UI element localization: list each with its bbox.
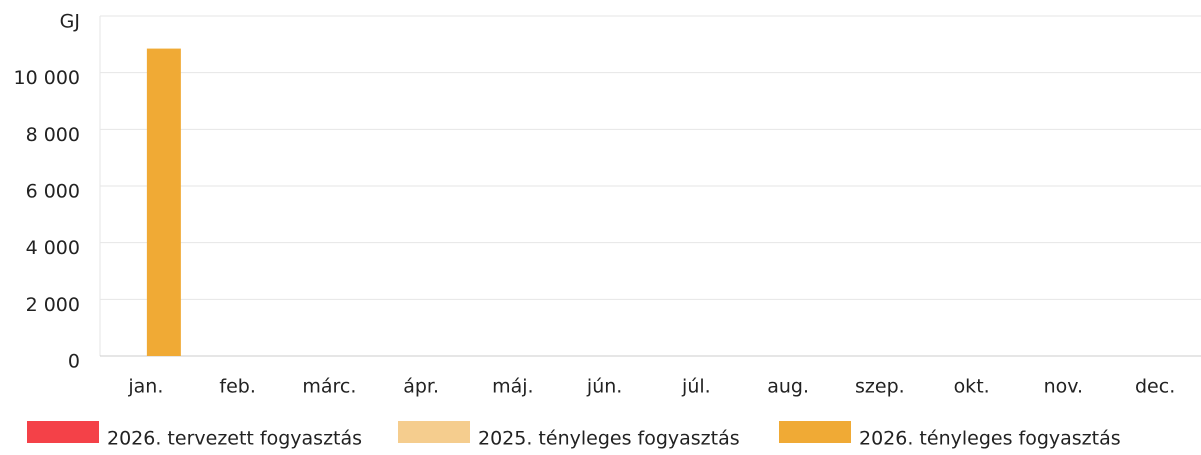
x-tick-label: dec. <box>1135 376 1175 398</box>
x-tick-label: jan. <box>127 376 163 398</box>
legend-swatch <box>27 421 99 443</box>
legend-swatch <box>398 421 470 443</box>
x-tick-label: ápr. <box>403 376 439 398</box>
y-tick-label: 0 <box>68 351 80 373</box>
x-tick-label: aug. <box>767 376 809 398</box>
y-tick-label: 8 000 <box>26 124 80 146</box>
y-tick-label: 6 000 <box>26 181 80 203</box>
x-tick-label: nov. <box>1044 376 1083 398</box>
x-tick-label: máj. <box>492 376 533 398</box>
x-tick-label: szep. <box>855 376 905 398</box>
x-tick-label: júl. <box>681 376 711 398</box>
x-tick-label: okt. <box>954 376 990 398</box>
y-tick-label: 4 000 <box>26 237 80 259</box>
y-axis-label: GJ <box>60 11 80 33</box>
x-tick-label: feb. <box>219 376 255 398</box>
y-tick-label: 2 000 <box>26 294 80 316</box>
x-tick-label: jún. <box>586 376 622 398</box>
legend-label: 2026. tényleges fogyasztás <box>859 428 1121 450</box>
y-tick-label: 10 000 <box>14 67 80 89</box>
legend-label: 2025. tényleges fogyasztás <box>478 428 740 450</box>
legend-swatch <box>779 421 851 443</box>
legend-label: 2026. tervezett fogyasztás <box>107 428 362 450</box>
x-tick-label: márc. <box>302 376 356 398</box>
bar <box>146 48 181 356</box>
